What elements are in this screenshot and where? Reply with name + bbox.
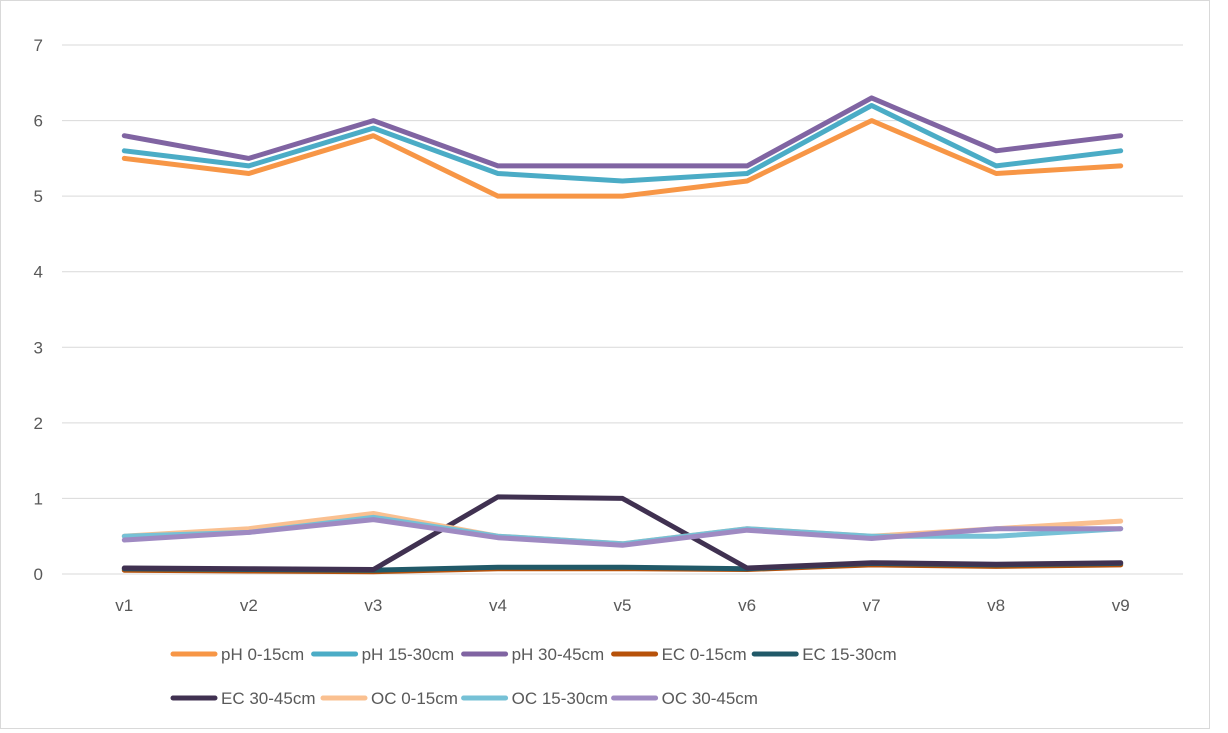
series-line-9 xyxy=(121,517,1124,548)
legend-label: pH 15-30cm xyxy=(362,645,455,664)
y-tick-label: 0 xyxy=(34,565,43,584)
x-tick-label: v3 xyxy=(364,596,382,615)
y-tick-label: 2 xyxy=(34,414,43,433)
legend-label: EC 15-30cm xyxy=(802,645,896,664)
x-tick-label: v6 xyxy=(738,596,756,615)
legend-item: OC 30-45cm xyxy=(611,689,758,708)
y-tick-label: 5 xyxy=(34,187,43,206)
y-tick-label: 4 xyxy=(34,263,43,282)
legend-item: pH 30-45cm xyxy=(461,645,605,664)
y-tick-label: 7 xyxy=(34,36,43,55)
legend-label: EC 30-45cm xyxy=(221,689,315,708)
y-tick-label: 6 xyxy=(34,112,43,131)
legend-item: OC 15-30cm xyxy=(461,689,608,708)
legend-item: pH 15-30cm xyxy=(311,645,455,664)
x-tick-label: v5 xyxy=(614,596,632,615)
y-tick-label: 1 xyxy=(34,489,43,508)
x-tick-label: v9 xyxy=(1112,596,1130,615)
gridlines xyxy=(62,44,1183,575)
legend-item: OC 0-15cm xyxy=(320,689,458,708)
legend-label: EC 0-15cm xyxy=(662,645,747,664)
x-axis-ticks: v1 v2 v3 v4 v5 v6 v7 v8 v9 xyxy=(115,596,1129,615)
x-tick-label: v2 xyxy=(240,596,258,615)
series-line-6 xyxy=(121,494,1124,572)
series-line-1 xyxy=(121,118,1124,199)
legend-item: EC 0-15cm xyxy=(611,645,747,664)
y-axis-ticks: 0 1 2 3 4 5 6 7 xyxy=(34,36,43,584)
x-tick-label: v1 xyxy=(115,596,133,615)
legend-label: pH 0-15cm xyxy=(221,645,304,664)
series-line-3 xyxy=(121,95,1124,169)
legend-label: pH 30-45cm xyxy=(512,645,605,664)
legend-item: EC 30-45cm xyxy=(170,689,315,708)
legend-label: OC 30-45cm xyxy=(662,689,758,708)
legend: pH 0-15cm pH 15-30cm pH 30-45cm EC 0-15cm EC… xyxy=(170,645,897,708)
legend-label: OC 15-30cm xyxy=(512,689,608,708)
x-tick-label: v7 xyxy=(863,596,881,615)
x-tick-label: v8 xyxy=(987,596,1005,615)
legend-item: EC 15-30cm xyxy=(751,645,897,664)
legend-item: pH 0-15cm xyxy=(170,645,304,664)
x-tick-label: v4 xyxy=(489,596,507,615)
series-lines xyxy=(121,95,1124,575)
legend-label: OC 0-15cm xyxy=(371,689,458,708)
y-tick-label: 3 xyxy=(34,338,43,357)
series-line-2 xyxy=(121,103,1124,184)
